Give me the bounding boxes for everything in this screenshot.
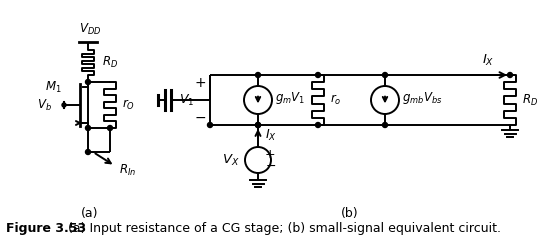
Circle shape: [383, 72, 388, 78]
Text: (b): (b): [341, 207, 359, 220]
Text: $I_X$: $I_X$: [482, 53, 494, 68]
Text: $g_mV_1$: $g_mV_1$: [275, 90, 305, 106]
Circle shape: [86, 150, 90, 155]
Text: $I_X$: $I_X$: [265, 127, 277, 143]
Text: $r_o$: $r_o$: [330, 93, 341, 107]
Circle shape: [62, 103, 66, 107]
Text: $V_{DD}$: $V_{DD}$: [79, 22, 101, 37]
Text: +: +: [194, 76, 206, 90]
Circle shape: [208, 122, 213, 127]
Circle shape: [244, 86, 272, 114]
Text: $-$: $-$: [194, 110, 206, 124]
Text: $V_X$: $V_X$: [222, 152, 240, 168]
Circle shape: [256, 122, 261, 127]
Circle shape: [86, 79, 90, 84]
Circle shape: [86, 126, 90, 131]
Text: $V_1$: $V_1$: [179, 92, 194, 108]
Circle shape: [507, 72, 512, 78]
Text: $R_D$: $R_D$: [102, 55, 118, 70]
Circle shape: [371, 86, 399, 114]
Text: $V_b$: $V_b$: [37, 97, 52, 113]
Circle shape: [256, 122, 261, 127]
Circle shape: [108, 126, 113, 131]
Circle shape: [383, 122, 388, 127]
Text: $r_O$: $r_O$: [122, 98, 135, 112]
Text: $R_{In}$: $R_{In}$: [119, 162, 136, 178]
Text: +: +: [265, 149, 276, 162]
Circle shape: [256, 72, 261, 78]
Text: $R_D$: $R_D$: [522, 92, 538, 108]
Text: $g_{mb}V_{bs}$: $g_{mb}V_{bs}$: [402, 90, 442, 106]
Text: $-$: $-$: [265, 158, 276, 172]
Text: (a): (a): [81, 207, 99, 220]
Circle shape: [245, 147, 271, 173]
Text: (a) Input resistance of a CG stage; (b) small-signal equivalent circuit.: (a) Input resistance of a CG stage; (b) …: [52, 222, 501, 235]
Circle shape: [315, 122, 320, 127]
Text: $M_1$: $M_1$: [45, 79, 62, 95]
Text: Figure 3.53: Figure 3.53: [6, 222, 86, 235]
Circle shape: [315, 72, 320, 78]
